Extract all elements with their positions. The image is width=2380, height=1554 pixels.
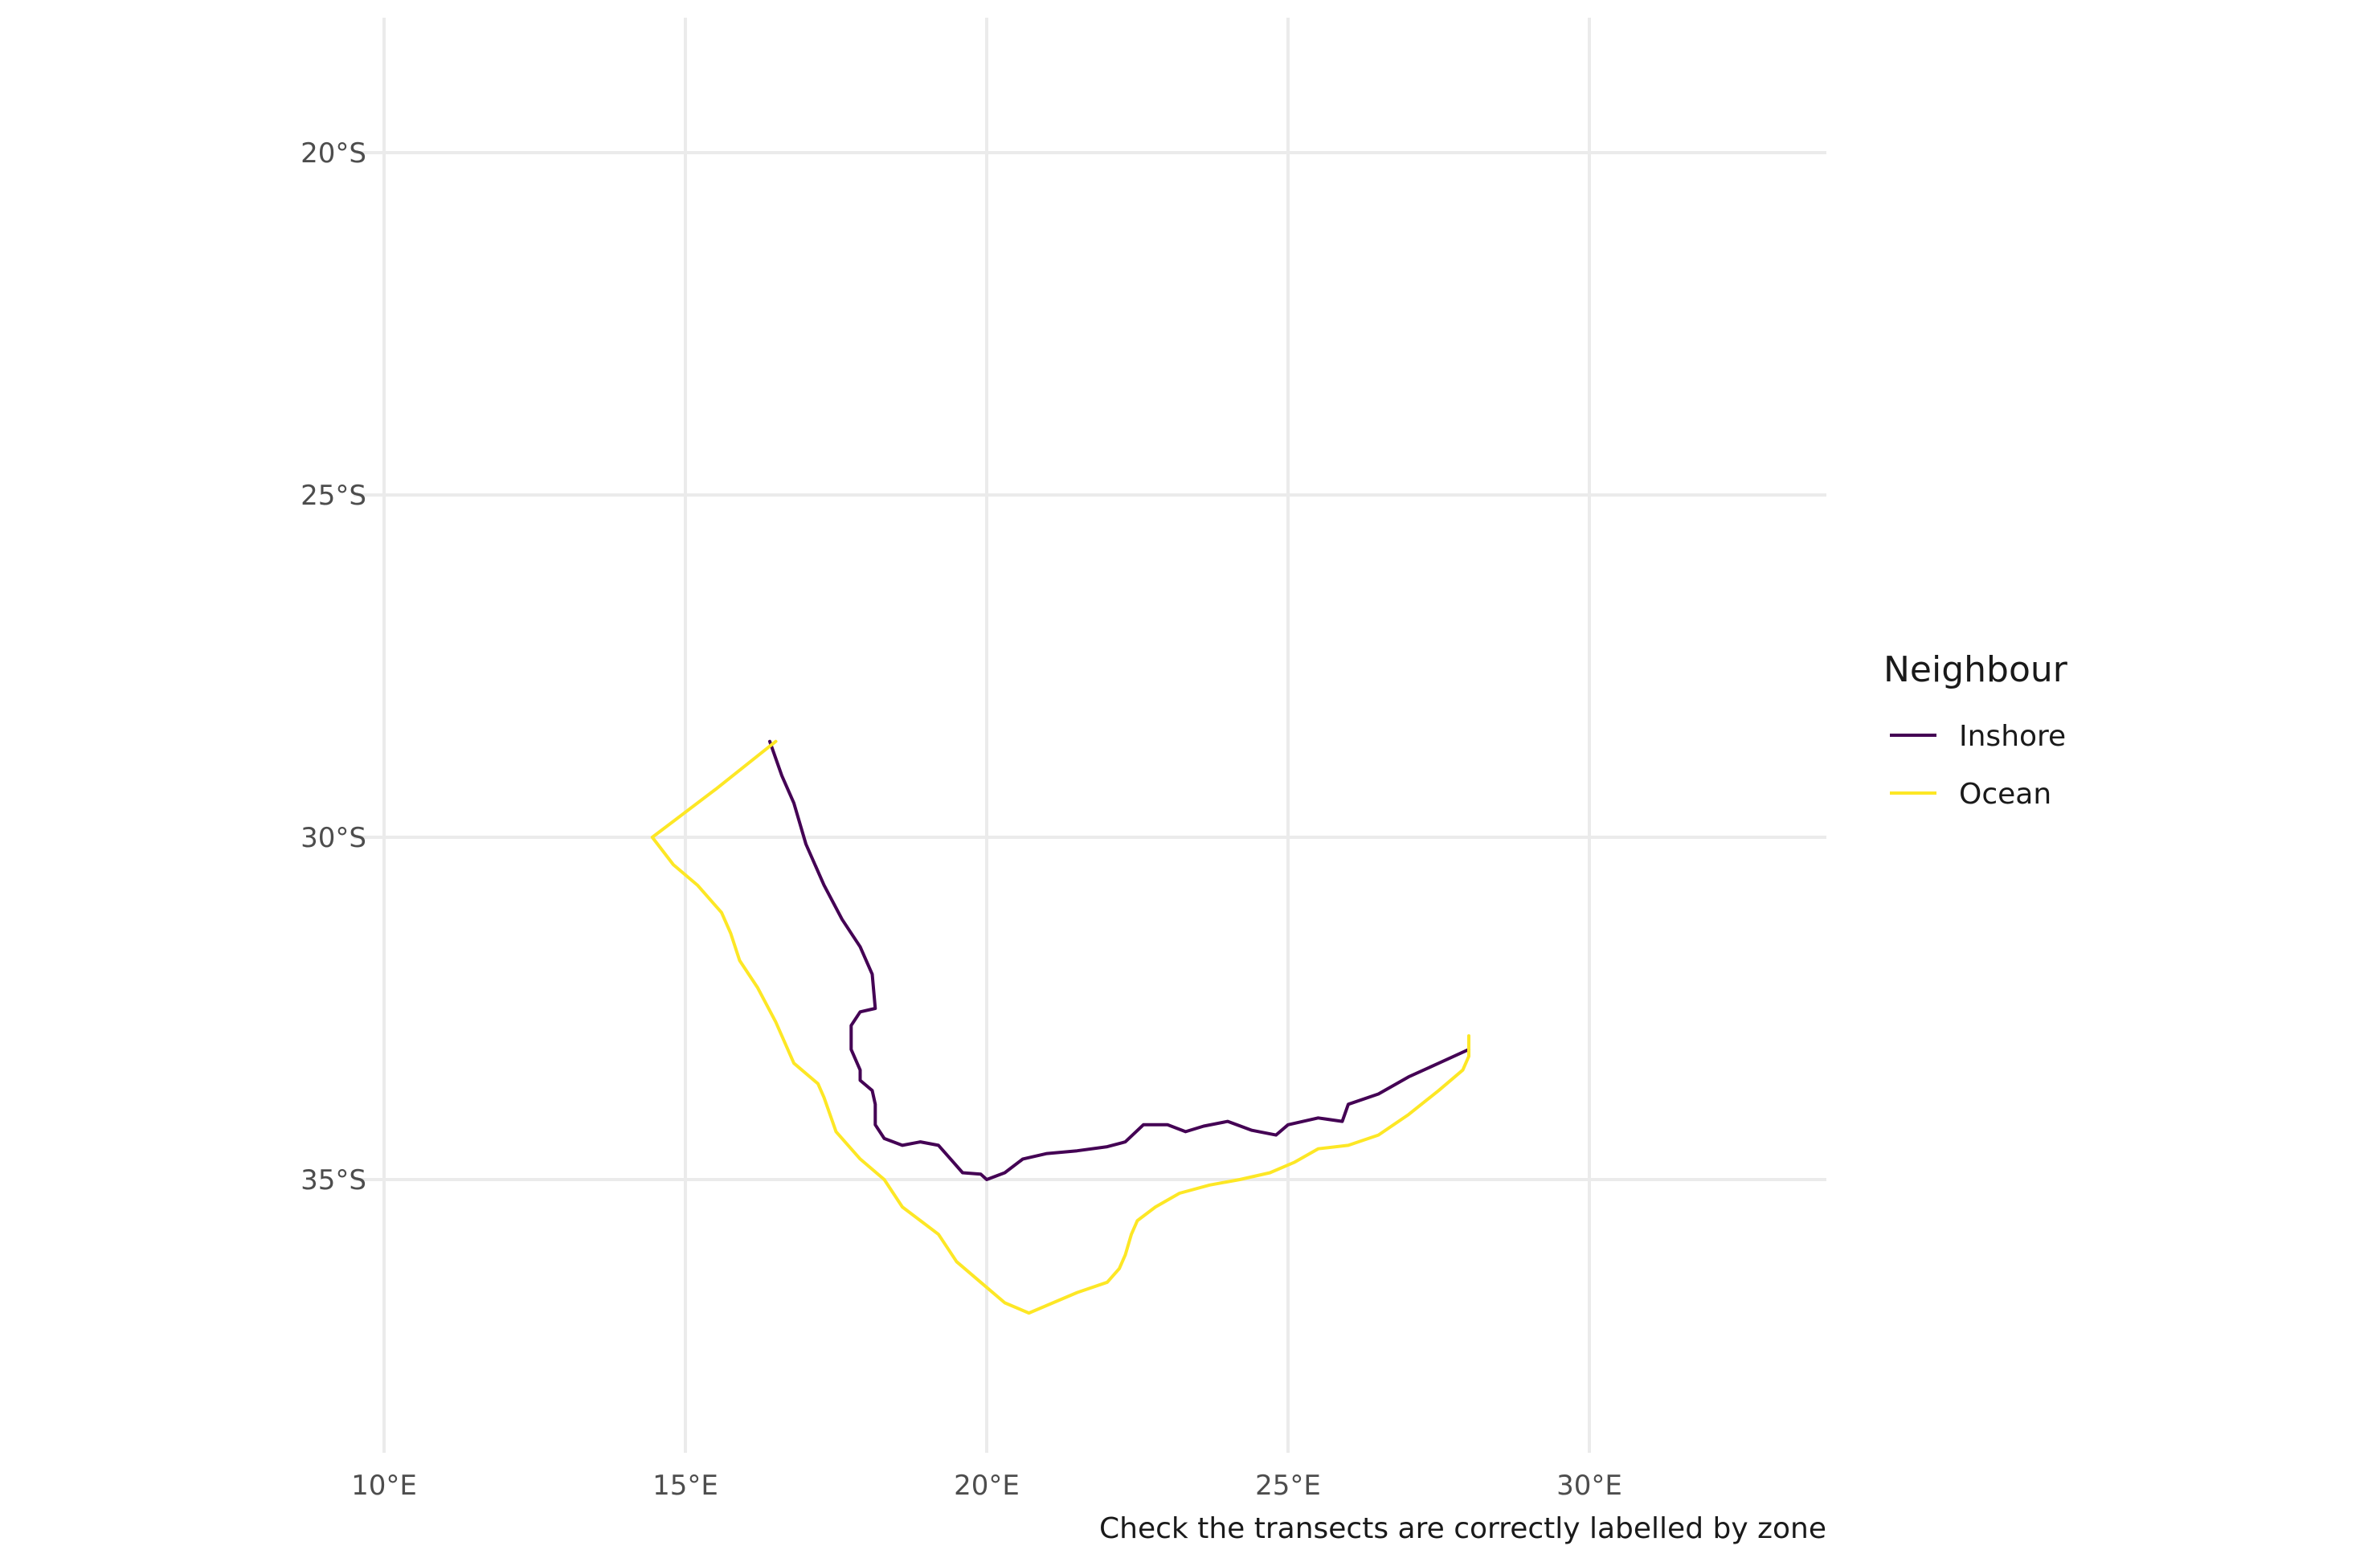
gridlines — [354, 18, 1826, 1453]
legend-title: Neighbour — [1883, 649, 2068, 690]
legend-label: Ocean — [1959, 778, 2051, 811]
y-tick-label: 30°S — [301, 822, 366, 854]
series-lines — [650, 739, 1470, 1315]
x-tick-label: 25°E — [1255, 1470, 1321, 1502]
y-tick-label: 25°S — [301, 480, 366, 512]
y-tick-label: 20°S — [301, 137, 366, 170]
x-tick-label: 20°E — [954, 1470, 1020, 1502]
legend: Neighbour Inshore Ocean — [1883, 649, 2068, 811]
y-axis-tick-labels: 20°S 25°S 30°S 35°S — [301, 137, 366, 1196]
x-axis-tick-labels: 10°E 15°E 20°E 25°E 30°E — [351, 1470, 1622, 1502]
x-tick-label: 10°E — [351, 1470, 417, 1502]
series-line-inshore — [768, 739, 1470, 1181]
series-line-ocean — [650, 739, 1470, 1315]
chart-caption: Check the transects are correctly labell… — [1099, 1512, 1826, 1545]
x-tick-label: 30°E — [1556, 1470, 1622, 1502]
y-tick-label: 35°S — [301, 1164, 366, 1196]
x-tick-label: 15°E — [652, 1470, 718, 1502]
legend-label: Inshore — [1959, 720, 2066, 753]
